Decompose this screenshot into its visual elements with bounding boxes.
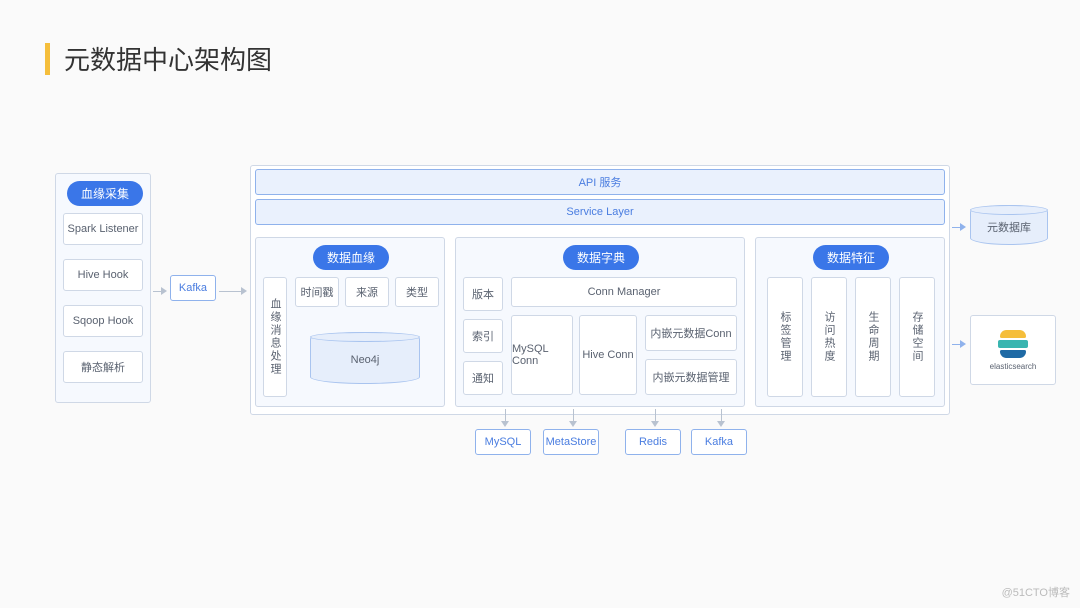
- section2-left-0: 版本: [463, 277, 503, 311]
- es-logo-icon: [998, 330, 1028, 358]
- conn-manager: Conn Manager: [511, 277, 737, 307]
- accent-bar: [45, 43, 50, 75]
- meta-db: 元数据库: [970, 205, 1048, 245]
- es-label: elasticsearch: [990, 362, 1037, 371]
- diagram-canvas: 血缘采集 Spark Listener Hive Hook Sqoop Hook 静态解…: [55, 165, 1040, 465]
- section1-cell-0: 时间戳: [295, 277, 339, 307]
- watermark: @51CTO博客: [1002, 584, 1070, 600]
- hive-conn: Hive Conn: [579, 315, 637, 395]
- left-item-2: Sqoop Hook: [63, 305, 143, 337]
- arrow-to-db: [952, 223, 966, 231]
- section1-header: 数据血缘: [313, 245, 389, 270]
- bottom-box-0: MySQL: [475, 429, 531, 455]
- left-item-1: Hive Hook: [63, 259, 143, 291]
- section2-left-2: 通知: [463, 361, 503, 395]
- bottom-box-3: Kafka: [691, 429, 747, 455]
- section2-header: 数据字典: [563, 245, 639, 270]
- left-item-0: Spark Listener: [63, 213, 143, 245]
- section3-col-3: 存储空间: [899, 277, 935, 397]
- arrow-to-es: [952, 340, 966, 348]
- elasticsearch-box: elasticsearch: [970, 315, 1056, 385]
- section3-col-2: 生命周期: [855, 277, 891, 397]
- arrow-down-2: [651, 409, 659, 427]
- arrow-down-1: [569, 409, 577, 427]
- arrow-down-0: [501, 409, 509, 427]
- title-area: 元数据中心架构图: [45, 40, 272, 77]
- arrow-kafka-main: [219, 287, 247, 295]
- embed-conn: 内嵌元数据Conn: [645, 315, 737, 351]
- embed-mgmt: 内嵌元数据管理: [645, 359, 737, 395]
- service-bar: Service Layer: [255, 199, 945, 225]
- section1-cell-1: 来源: [345, 277, 389, 307]
- bottom-box-2: Redis: [625, 429, 681, 455]
- left-panel-header: 血缘采集: [67, 181, 143, 206]
- api-bar: API 服务: [255, 169, 945, 195]
- left-item-3: 静态解析: [63, 351, 143, 383]
- section3-col-0: 标签管理: [767, 277, 803, 397]
- section2-left-1: 索引: [463, 319, 503, 353]
- neo4j-db: Neo4j: [310, 332, 420, 384]
- arrow-left-kafka: [153, 287, 167, 295]
- section1-side: 血缘消息处理: [263, 277, 287, 397]
- arrow-down-3: [717, 409, 725, 427]
- page-title: 元数据中心架构图: [64, 40, 272, 77]
- section3-header: 数据特征: [813, 245, 889, 270]
- section1-cell-2: 类型: [395, 277, 439, 307]
- section3-col-1: 访问热度: [811, 277, 847, 397]
- mysql-conn: MySQL Conn: [511, 315, 573, 395]
- kafka-box: Kafka: [170, 275, 216, 301]
- bottom-box-1: MetaStore: [543, 429, 599, 455]
